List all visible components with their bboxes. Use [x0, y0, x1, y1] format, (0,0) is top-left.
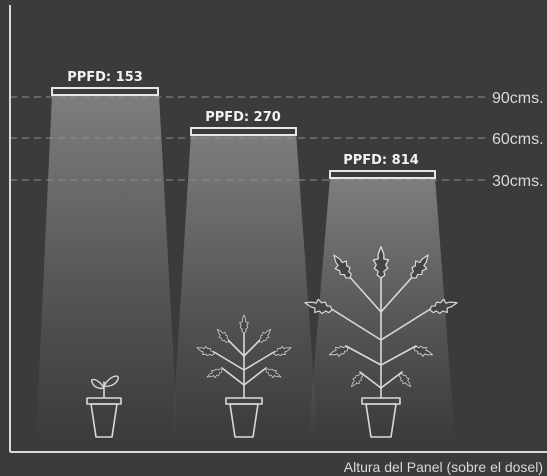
light-beam-1 — [36, 95, 178, 440]
ppfd-label-1: PPFD: 153 — [67, 70, 143, 85]
height-label-30: 30cms. — [492, 173, 544, 190]
seedling-plant — [86, 375, 122, 438]
height-label-60: 60cms. — [492, 131, 544, 148]
ppfd-label-3: PPFD: 814 — [343, 153, 419, 168]
ppfd-label-2: PPFD: 270 — [205, 110, 281, 125]
led-panel-3 — [329, 170, 436, 179]
height-label-90: 90cms. — [492, 90, 544, 107]
x-axis-label: Altura del Panel (sobre el dosel) — [344, 459, 543, 475]
medium-plant — [195, 314, 293, 438]
led-panel-1 — [51, 87, 159, 96]
led-panel-2 — [190, 127, 297, 136]
light-beam-2 — [172, 132, 318, 440]
large-plant — [302, 245, 460, 438]
